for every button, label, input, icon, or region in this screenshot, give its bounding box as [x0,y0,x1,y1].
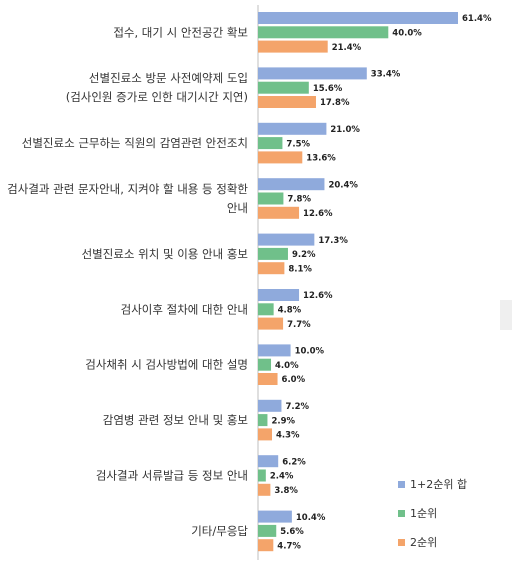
value-label-1-series-3: 21.4% [332,43,362,53]
bar-7-series-3 [258,373,278,385]
bar-1-series-3 [258,40,328,53]
bar-2-series-3 [258,96,316,108]
bar-4-series-2 [258,192,284,205]
value-label-2-series-2: 15.6% [313,84,343,94]
value-label-3-series-1: 21.0% [330,125,360,135]
bar-10-series-1 [258,510,292,523]
value-label-3-series-2: 7.5% [286,139,310,149]
scroll-tab [500,300,512,330]
bar-10-series-3 [258,539,274,552]
value-label-9-series-2: 2.4% [270,472,294,482]
bar-5-series-2 [258,247,288,260]
value-label-6-series-1: 12.6% [303,291,333,301]
bar-6-series-2 [258,303,274,316]
value-label-8-series-3: 4.3% [276,431,300,441]
bar-8-series-2 [258,414,268,427]
value-label-1-series-1: 61.4% [462,14,492,24]
value-label-8-series-2: 2.9% [271,416,295,426]
category-label-4-line-1: 검사결과 관련 문자안내, 지켜야 할 내용 등 정확한 [7,182,248,196]
category-label-8: 감염병 관련 정보 안내 및 홍보 [103,413,248,427]
bar-3-series-1 [258,122,327,135]
bar-5-series-3 [258,262,285,275]
category-label-4-line-2: 안내 [227,201,248,215]
value-label-9-series-1: 6.2% [282,457,306,467]
bar-4-series-3 [258,206,300,219]
bar-6-series-3 [258,317,284,330]
bar-4-series-1 [258,178,325,191]
bar-1-series-2 [258,26,389,39]
value-label-5-series-3: 8.1% [288,264,312,274]
category-label-1: 접수, 대기 시 안전공간 확보 [113,25,248,39]
bar-2-series-2 [258,81,309,94]
category-label-5: 선별진료소 위치 및 이용 안내 홍보 [82,247,248,261]
category-label-3: 선별진료소 근무하는 직원의 감염관련 안전조치 [22,136,248,150]
bar-5-series-1 [258,233,315,246]
category-label-2-line-1: 선별진료소 방문 사전예약제 도입 [89,71,248,85]
value-label-10-series-1: 10.4% [296,513,326,523]
bar-8-series-1 [258,399,282,412]
value-label-7-series-1: 10.0% [295,347,325,357]
value-label-6-series-2: 4.8% [278,306,302,316]
bar-7-series-2 [258,358,272,371]
category-label-6: 검사이후 절차에 대한 안내 [121,302,248,316]
category-label-10: 기타/무응답 [191,524,248,538]
bar-9-series-1 [258,455,279,468]
legend: 1+2순위 합 1순위 2순위 [398,478,467,549]
value-label-7-series-2: 4.0% [275,361,299,371]
legend-swatch-2 [398,510,405,517]
value-label-10-series-3: 4.7% [277,541,301,551]
value-labels: 61.4% 40.0% 21.4% 33.4% 15.6% 17.8% 21.0% 7.5% 1… [270,14,492,551]
bar-8-series-3 [258,428,273,441]
category-label-2-line-2: (검사인원 증가로 인한 대기시간 지연) [66,90,248,104]
value-label-2-series-3: 17.8% [320,98,350,108]
value-label-6-series-3: 7.7% [287,320,311,330]
value-label-10-series-2: 5.6% [280,527,304,537]
value-label-5-series-1: 17.3% [318,236,348,246]
legend-swatch-1 [398,481,405,488]
bar-6-series-1 [258,289,300,301]
bar-group [258,12,458,552]
legend-swatch-3 [398,539,405,546]
bar-9-series-2 [258,469,266,482]
bar-10-series-2 [258,524,277,537]
value-label-3-series-3: 13.6% [306,154,336,164]
bar-3-series-3 [258,151,303,164]
bar-9-series-3 [258,483,271,496]
value-label-4-series-3: 12.6% [303,209,333,219]
value-label-8-series-1: 7.2% [285,402,309,412]
legend-label-1: 1+2순위 합 [410,478,467,491]
category-label-9: 검사결과 서류발급 등 정보 안내 [96,469,248,483]
value-label-2-series-1: 33.4% [371,70,401,80]
bar-7-series-1 [258,344,291,357]
value-label-4-series-2: 7.8% [287,195,311,205]
legend-label-3: 2순위 [410,536,437,549]
value-label-7-series-3: 6.0% [282,375,306,385]
bar-2-series-1 [258,67,367,80]
value-label-1-series-2: 40.0% [392,29,422,39]
bar-1-series-1 [258,12,458,24]
value-label-9-series-3: 3.8% [274,486,298,496]
bar-3-series-2 [258,137,283,150]
category-label-7: 검사채취 시 검사방법에 대한 설명 [85,358,248,372]
legend-label-2: 1순위 [410,507,437,520]
value-label-5-series-2: 9.2% [292,250,316,260]
value-label-4-series-1: 20.4% [328,180,358,190]
